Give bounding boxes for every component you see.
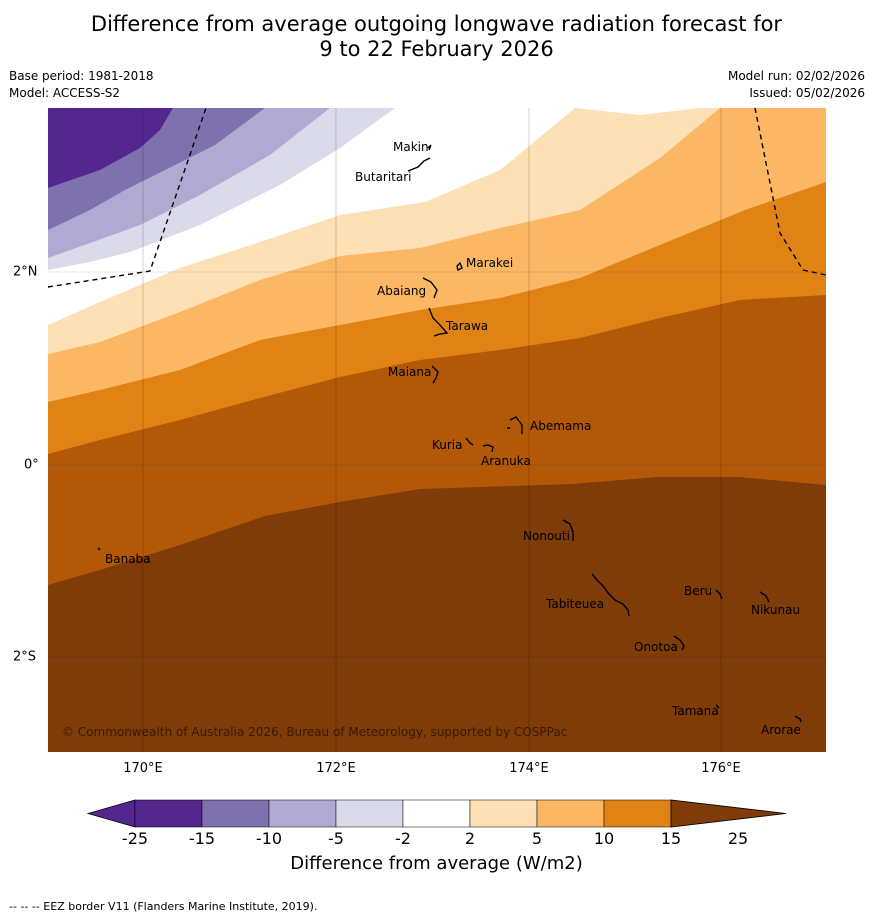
lat-label-0: 0° [24,457,39,473]
place-label-tarawa: Tarawa [445,319,488,333]
lat-label-2s: 2°S [13,649,37,665]
copyright-notice: © Commonwealth of Australia 2026, Bureau… [62,725,567,739]
lat-label-2n: 2°N [13,264,38,280]
model-name: Model: ACCESS-S2 [9,86,121,100]
colorbar-swatch--5-to--2 [335,799,404,828]
place-label-marakei: Marakei [466,256,513,270]
place-label-nonouti: Nonouti [523,529,570,543]
lon-label-174: 174°E [509,761,549,776]
colorbar-swatch--10-to--5 [268,799,337,828]
metadata-right: Model run: 02/02/2026 Issued: 05/02/2026 [728,68,865,102]
colorbar-swatch--15-to--10 [201,799,270,828]
colorbar-swatch--25-to--15 [134,799,203,828]
place-label-maiana: Maiana [388,365,431,379]
island-outlines [97,144,802,723]
place-label-tamana: Tamana [671,704,719,718]
colorbar-swatch-5-to-10 [536,799,605,828]
colorbar-title: Difference from average (W/m2) [290,853,583,874]
place-label-arorae: Arorae [761,723,801,737]
colorbar-swatch--2-to-2 [402,799,471,828]
place-label-nikunau: Nikunau [751,603,800,617]
colorbar-extend-low [86,799,136,828]
base-period: Base period: 1981-2018 [9,69,154,83]
colorbar-tick: 2 [464,829,476,848]
place-label-onotoa: Onotoa [634,640,678,654]
issued-date: Issued: 05/02/2026 [749,86,865,100]
band-minus-25-15 [48,108,173,188]
place-label-abemama: Abemama [530,419,591,433]
place-label-banaba: Banaba [105,552,151,566]
eez-borders [47,107,827,288]
colorbar-tick: 10 [593,829,615,848]
lon-label-172: 172°E [316,761,356,776]
colorbar-swatch-10-to-15 [603,799,672,828]
eez-legend: -- -- -- EEZ border V11 (Flanders Marine… [9,900,318,913]
place-label-abaiang: Abaiang [377,284,426,298]
place-label-kuria: Kuria [432,438,463,452]
colorbar-swatch-2-to-5 [469,799,538,828]
graticule [48,108,826,752]
place-label-butaritari: Butaritari [355,170,412,184]
colorbar-tick: -15 [188,829,216,848]
chart-title: Difference from average outgoing longwav… [0,12,873,62]
metadata-left: Base period: 1981-2018 Model: ACCESS-S2 [9,68,154,102]
place-label-beru: Beru [684,584,712,598]
place-label-makin: Makin [393,140,429,154]
place-labels: Makin Butaritari Marakei Abaiang Tarawa Maian… [105,140,801,737]
colorbar-extend-high [670,799,787,828]
model-run: Model run: 02/02/2026 [727,69,865,83]
colorbar-tick: -10 [255,829,283,848]
colorbar-tick: -25 [121,829,149,848]
contour-fields [48,108,826,752]
colorbar-tick: -5 [328,829,344,848]
lon-label-176: 176°E [701,761,741,776]
colorbar-tick: 15 [660,829,682,848]
place-label-tabiteuea: Tabiteuea [545,597,604,611]
place-label-aranuka: Aranuka [481,454,531,468]
title-line-2: 9 to 22 February 2026 [319,37,554,61]
colorbar-tick: 5 [531,829,543,848]
colorbar-tick: 25 [727,829,749,848]
colorbar-tick: -2 [395,829,411,848]
lon-label-170: 170°E [123,761,163,776]
colorbar [86,799,787,828]
title-line-1: Difference from average outgoing longwav… [90,12,783,36]
